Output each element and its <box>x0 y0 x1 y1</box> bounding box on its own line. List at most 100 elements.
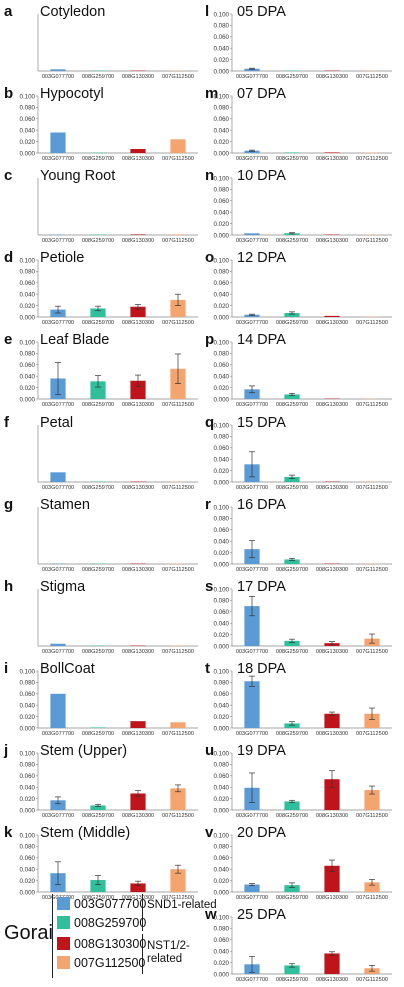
legend: Gorai 003G077700 008G259700 008G130300 0… <box>0 890 230 987</box>
panel-letter: g <box>4 496 13 513</box>
y-tick-label: 0.100 <box>214 422 230 429</box>
x-tick-label: 007G112500 <box>162 649 194 655</box>
panel-m: m 07 DPA 0.100 0.080 0.060 0.040 0.020 0.000 003… <box>205 85 392 162</box>
legend-title: Gorai <box>4 922 53 944</box>
bar-003G077700 <box>50 693 66 728</box>
y-tick-label: 0.000 <box>214 725 230 732</box>
x-tick-label: 007G112500 <box>356 813 388 819</box>
bar-007G112500 <box>364 790 380 810</box>
y-tick-label: 0.000 <box>214 232 230 239</box>
x-tick-label: 003G077700 <box>236 320 268 326</box>
panel-title: Leaf Blade <box>40 332 109 348</box>
x-tick-label: 008G259700 <box>276 813 308 819</box>
bar-007G112500 <box>170 788 186 810</box>
panel-i: i BollCoat 0.100 0.080 0.060 0.040 0.020 0.000 0… <box>4 660 198 737</box>
y-tick-label: 0.000 <box>214 68 230 75</box>
y-tick-label: 0.000 <box>20 889 36 896</box>
y-tick-label: 0.020 <box>214 221 230 228</box>
x-tick-label: 007G112500 <box>356 402 388 408</box>
panel-k: k Stem (Middle) 0.100 0.080 0.060 0.040 0.020 0… <box>4 824 198 901</box>
y-tick-label: 0.080 <box>20 680 36 687</box>
x-tick-label: 008G130300 <box>316 485 348 491</box>
panel-o: o 12 DPA 0.100 0.080 0.060 0.040 0.020 0.000 003… <box>205 249 392 326</box>
y-tick-label: 0.020 <box>214 385 230 392</box>
y-tick-label: 0.040 <box>214 374 230 381</box>
x-tick-label: 008G259700 <box>82 567 114 573</box>
x-tick-label: 007G112500 <box>162 74 194 80</box>
bar-008G130300 <box>130 380 146 399</box>
x-tick-label: 003G077700 <box>236 813 268 819</box>
bar-008G259700 <box>284 152 300 153</box>
panel-letter: n <box>205 167 214 184</box>
x-tick-label: 008G259700 <box>276 74 308 80</box>
legend-item: 003G077700 <box>57 894 146 913</box>
panel-title: Stamen <box>40 497 90 513</box>
x-tick-label: 007G112500 <box>356 731 388 737</box>
bar-008G259700 <box>90 381 106 399</box>
panel-letter: c <box>4 167 12 184</box>
legend-item-label: 007G112500 <box>74 955 146 970</box>
panel-letter: f <box>4 414 10 431</box>
panel-s: s 17 DPA 0.100 0.080 0.060 0.040 0.020 0.000 003… <box>205 578 392 655</box>
y-tick-label: 0.060 <box>214 609 230 616</box>
legend-group-bracket <box>142 934 143 974</box>
panel-p: p 14 DPA 0.100 0.080 0.060 0.040 0.020 0.000 003… <box>205 331 392 408</box>
bar-008G259700 <box>284 801 300 810</box>
y-tick-label: 0.020 <box>20 714 36 721</box>
y-tick-label: 0.100 <box>20 339 36 346</box>
y-tick-label: 0.100 <box>214 586 230 593</box>
y-tick-label: 0.020 <box>214 303 230 310</box>
y-tick-label: 0.080 <box>214 516 230 523</box>
y-tick-label: 0.040 <box>20 292 36 299</box>
y-tick-label: 0.060 <box>20 280 36 287</box>
x-tick-label: 007G112500 <box>356 320 388 326</box>
bar-003G077700 <box>244 884 260 892</box>
x-tick-label: 003G077700 <box>42 485 74 491</box>
x-tick-label: 008G130300 <box>316 74 348 80</box>
bar-007G112500 <box>170 869 186 892</box>
panel-title: 10 DPA <box>237 168 286 184</box>
y-tick-label: 0.100 <box>214 11 230 18</box>
bar-003G077700 <box>50 472 66 482</box>
x-tick-label: 007G112500 <box>162 402 194 408</box>
y-tick-label: 0.060 <box>214 362 230 369</box>
x-tick-label: 003G077700 <box>42 813 74 819</box>
bar-008G130300 <box>324 953 340 974</box>
y-tick-label: 0.040 <box>214 703 230 710</box>
x-tick-label: 003G077700 <box>236 238 268 244</box>
bar-007G112500 <box>170 299 186 317</box>
bar-008G259700 <box>284 313 300 317</box>
legend-item: 007G112500 <box>57 953 145 972</box>
x-tick-label: 008G130300 <box>122 649 154 655</box>
x-tick-label: 003G077700 <box>236 485 268 491</box>
x-tick-label: 008G259700 <box>82 156 114 162</box>
x-tick-label: 008G259700 <box>276 156 308 162</box>
bar-008G130300 <box>130 721 146 728</box>
y-tick-label: 0.000 <box>20 396 36 403</box>
y-tick-label: 0.040 <box>20 867 36 874</box>
panel-letter: s <box>205 578 213 595</box>
bar-008G259700 <box>284 723 300 728</box>
y-tick-label: 0.080 <box>214 23 230 30</box>
bar-003G077700 <box>50 132 66 153</box>
y-tick-label: 0.000 <box>20 314 36 321</box>
y-tick-label: 0.080 <box>20 351 36 358</box>
bar-008G259700 <box>90 727 106 728</box>
x-tick-label: 007G112500 <box>356 74 388 80</box>
panel-title: Petal <box>40 415 73 431</box>
panel-title: Hypocotyl <box>40 86 104 102</box>
bar-003G077700 <box>244 389 260 399</box>
bar-008G259700 <box>284 476 300 482</box>
x-tick-label: 008G130300 <box>316 813 348 819</box>
y-tick-label: 0.060 <box>214 34 230 41</box>
bar-007G112500 <box>170 139 186 153</box>
x-tick-label: 008G259700 <box>276 731 308 737</box>
panel-v: v 20 DPA 0.100 0.080 0.060 0.040 0.020 0.000 003… <box>205 824 392 901</box>
bar-003G077700 <box>244 606 260 646</box>
bar-008G130300 <box>324 152 340 153</box>
panel-title: Stem (Upper) <box>40 743 127 759</box>
x-tick-label: 008G259700 <box>82 320 114 326</box>
panel-title: BollCoat <box>40 661 95 677</box>
y-tick-label: 0.100 <box>20 257 36 264</box>
x-tick-label: 007G112500 <box>356 649 388 655</box>
